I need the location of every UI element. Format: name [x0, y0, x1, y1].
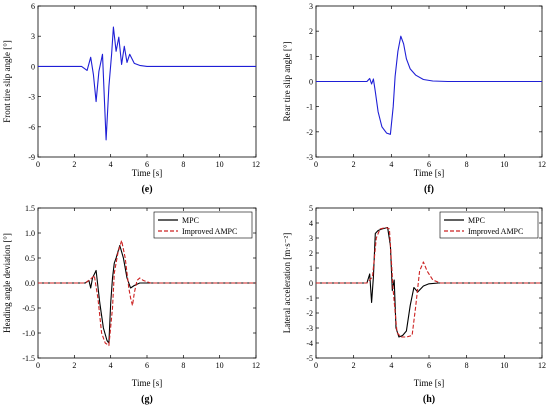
panel-label: (e) — [141, 184, 152, 195]
y-tick-label: -2 — [306, 128, 313, 137]
series-line-mpc — [316, 226, 542, 338]
y-axis-label: Heading angle deviation [°] — [2, 233, 12, 333]
y-tick-label: -1.0 — [22, 329, 35, 338]
y-tick-label: 6 — [31, 2, 35, 11]
y-axis-label: Lateral acceleration [m·s⁻²] — [282, 233, 292, 333]
x-tick-label: 2 — [352, 361, 356, 370]
y-tick-label: 5 — [309, 204, 313, 213]
y-tick-label: -3 — [306, 153, 313, 162]
legend-entry: MPC — [468, 216, 485, 225]
series-line-0 — [38, 26, 256, 141]
y-tick-label: -0.5 — [22, 304, 35, 313]
x-tick-label: 4 — [389, 160, 393, 169]
x-tick-label: 0 — [36, 160, 40, 169]
series-line-improved-ampc — [316, 226, 542, 338]
x-axis-label: Time [s] — [414, 168, 444, 178]
series-line-mpc — [38, 244, 256, 344]
y-tick-label: 0 — [309, 279, 313, 288]
legend-box — [439, 211, 539, 239]
y-axis-label: Front tire slip angle [°] — [2, 40, 12, 123]
plot-frame — [37, 5, 257, 158]
legend: MPC Improved AMPC — [153, 211, 253, 239]
x-tick-label: 4 — [109, 361, 113, 370]
y-tick-label: 0.0 — [25, 279, 35, 288]
x-axis-label: Time [s] — [414, 378, 444, 388]
y-tick-label: 4 — [309, 219, 313, 228]
y-tick-label: 0 — [31, 62, 35, 71]
x-tick-label: 12 — [538, 160, 546, 169]
x-tick-label: 10 — [216, 160, 224, 169]
y-tick-label: -6 — [28, 123, 35, 132]
y-tick-label: 0.5 — [25, 254, 35, 263]
y-tick-label: 3 — [309, 2, 313, 11]
legend-box — [153, 211, 253, 239]
legend-entry: Improved AMPC — [182, 227, 237, 236]
x-tick-label: 10 — [500, 361, 508, 370]
y-tick-label: -1.5 — [22, 354, 35, 363]
y-tick-label: 3 — [31, 32, 35, 41]
y-tick-label: -1 — [306, 294, 313, 303]
x-tick-label: 6 — [427, 361, 431, 370]
series-line-0 — [316, 35, 542, 135]
x-tick-label: 2 — [352, 160, 356, 169]
legend-entry: MPC — [182, 216, 199, 225]
y-axis-label: Rear tire slip angle [°] — [282, 41, 292, 121]
y-tick-label: 1 — [309, 264, 313, 273]
y-tick-label: -3 — [306, 324, 313, 333]
y-tick-label: -3 — [28, 93, 35, 102]
x-tick-label: 12 — [538, 361, 546, 370]
series-line-improved-ampc — [38, 239, 256, 347]
x-axis-label: Time [s] — [132, 168, 162, 178]
y-tick-label: 1.5 — [25, 204, 35, 213]
legend: MPC Improved AMPC — [439, 211, 539, 239]
x-tick-label: 8 — [465, 361, 469, 370]
y-tick-label: 1.0 — [25, 229, 35, 238]
x-tick-label: 10 — [500, 160, 508, 169]
x-tick-label: 0 — [314, 361, 318, 370]
y-tick-label: -1 — [306, 103, 313, 112]
y-tick-label: -4 — [306, 339, 313, 348]
x-tick-label: 2 — [72, 160, 76, 169]
x-tick-label: 12 — [252, 361, 260, 370]
y-tick-label: -9 — [28, 153, 35, 162]
y-tick-label: 3 — [309, 234, 313, 243]
x-tick-label: 8 — [181, 361, 185, 370]
x-tick-label: 8 — [181, 160, 185, 169]
panel-label: (h) — [423, 394, 435, 405]
x-tick-label: 6 — [145, 160, 149, 169]
x-tick-label: 8 — [465, 160, 469, 169]
x-tick-label: 6 — [145, 361, 149, 370]
legend-entry: Improved AMPC — [468, 227, 523, 236]
x-tick-label: 12 — [252, 160, 260, 169]
y-tick-label: 1 — [309, 52, 313, 61]
panel-label: (f) — [424, 184, 434, 195]
x-tick-label: 2 — [72, 361, 76, 370]
y-tick-label: 0 — [309, 78, 313, 87]
x-tick-label: 4 — [389, 361, 393, 370]
y-tick-label: 2 — [309, 27, 313, 36]
x-tick-label: 10 — [216, 361, 224, 370]
y-tick-label: -5 — [306, 354, 313, 363]
y-tick-label: 2 — [309, 249, 313, 258]
x-axis-label: Time [s] — [132, 378, 162, 388]
chart-panel-g: 0 2 4 6 8 10 12 -1.5 -1.0 -0.5 0.0 0.5 1.0 1.5 Time [s… — [2, 204, 260, 405]
x-tick-label: 4 — [109, 160, 113, 169]
x-tick-label: 0 — [36, 361, 40, 370]
panel-label: (g) — [141, 394, 153, 405]
x-tick-label: 0 — [314, 160, 318, 169]
x-tick-label: 6 — [427, 160, 431, 169]
y-tick-label: -2 — [306, 309, 313, 318]
